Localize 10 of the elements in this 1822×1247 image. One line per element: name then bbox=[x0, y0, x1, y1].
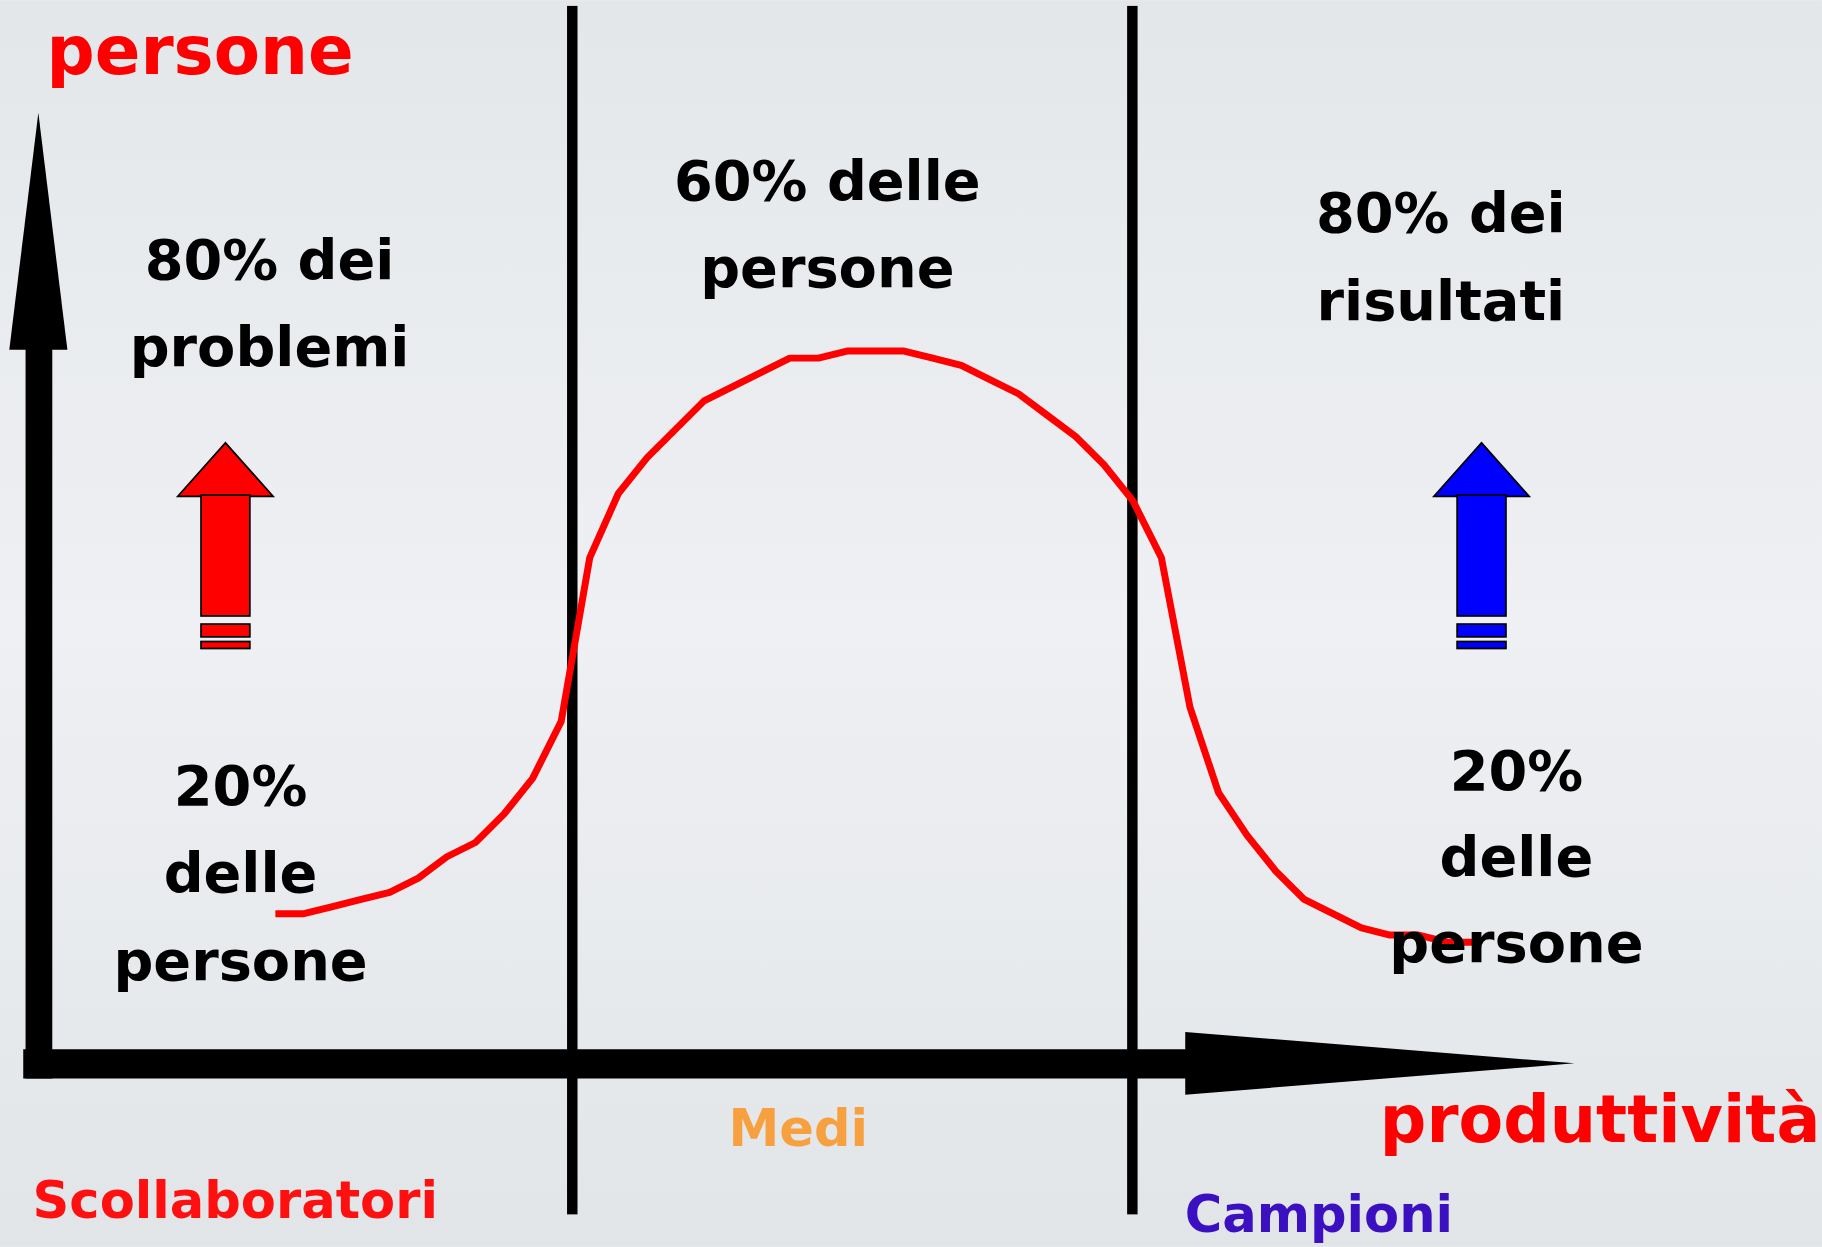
text: 80% dei risultati bbox=[1315, 180, 1566, 333]
text: 60% delle persone bbox=[673, 147, 981, 301]
annotation: 20% delle persone bbox=[1389, 738, 1644, 976]
text: Medi bbox=[728, 1098, 869, 1158]
y-axis-title: persone bbox=[46, 11, 354, 91]
annotation: 20% delle persone bbox=[113, 753, 368, 993]
annotation: 80% dei problemi bbox=[129, 226, 410, 380]
text: Campioni bbox=[1184, 1184, 1454, 1244]
x-axis-title: produttività bbox=[1379, 1082, 1821, 1158]
text: Scollaboratori bbox=[32, 1170, 438, 1230]
